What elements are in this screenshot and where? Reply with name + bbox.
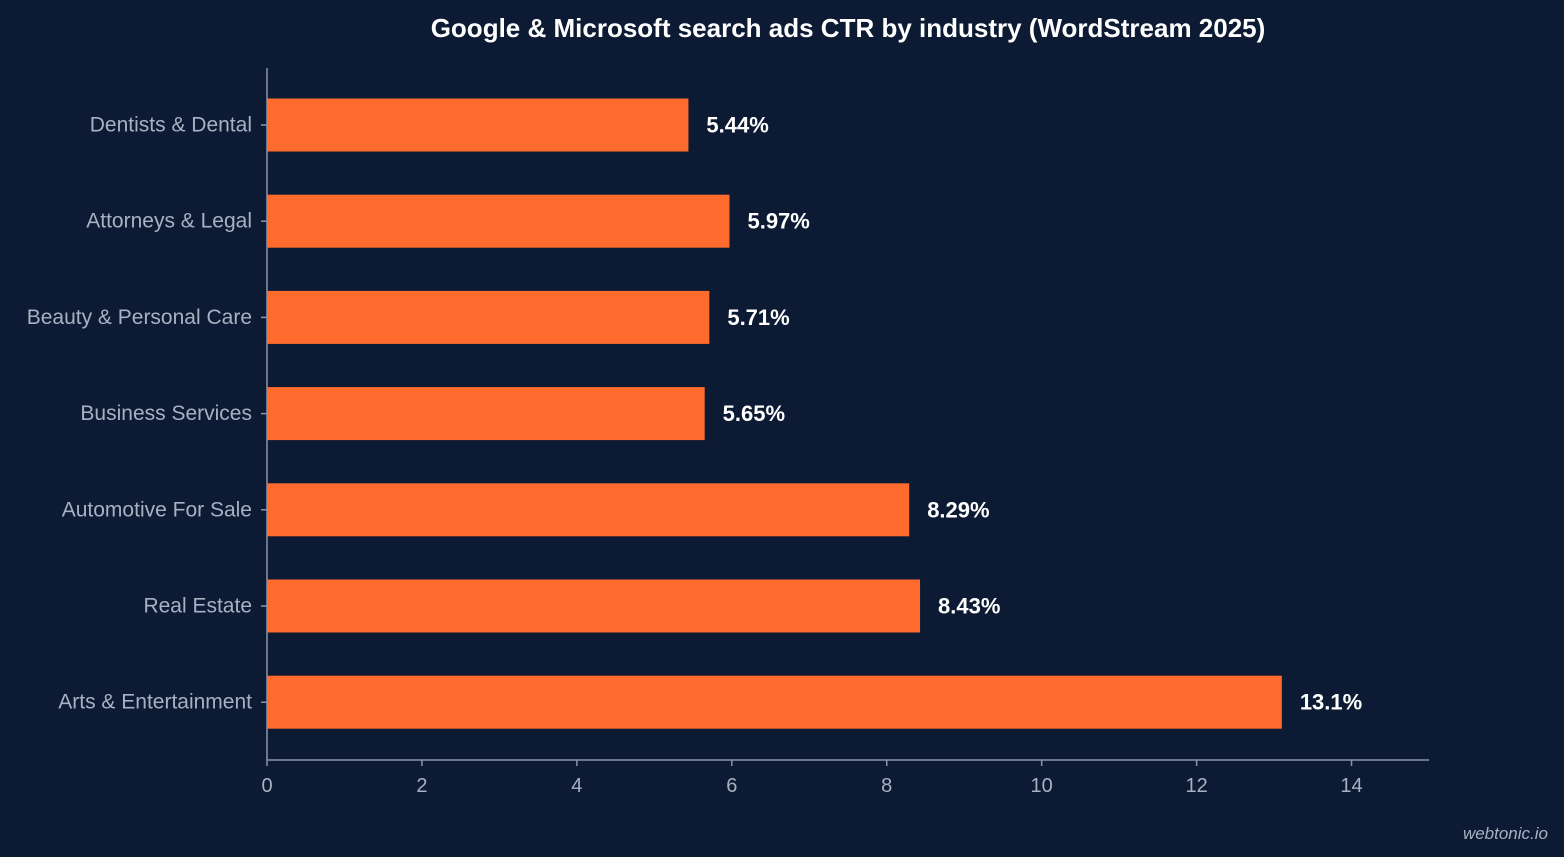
- bar: [267, 194, 730, 248]
- x-tick-label: 2: [416, 775, 427, 797]
- x-tick-label: 12: [1185, 775, 1207, 797]
- value-label: 5.71%: [727, 305, 789, 330]
- value-label: 5.97%: [747, 209, 809, 234]
- bar: [267, 483, 910, 537]
- x-tick-label: 8: [881, 775, 892, 797]
- bar: [267, 98, 689, 152]
- x-tick-label: 14: [1340, 775, 1362, 797]
- chart-title: Google & Microsoft search ads CTR by ind…: [431, 13, 1266, 43]
- x-tick-label: 6: [726, 775, 737, 797]
- category-label: Beauty & Personal Care: [27, 306, 252, 329]
- x-tick-label: 0: [261, 775, 272, 797]
- value-label: 8.29%: [927, 497, 989, 522]
- value-label: 5.65%: [723, 401, 785, 426]
- category-label: Dentists & Dental: [90, 114, 252, 137]
- bar: [267, 387, 705, 441]
- category-label: Real Estate: [143, 595, 252, 618]
- watermark: webtonic.io: [1463, 824, 1548, 843]
- category-label: Business Services: [80, 402, 252, 425]
- category-label: Automotive For Sale: [62, 498, 252, 521]
- axes-layer: Dentists & Dental Attorneys & Legal Beauty…: [27, 68, 1429, 797]
- bar: [267, 675, 1282, 729]
- bar: [267, 290, 710, 344]
- value-label: 5.44%: [706, 113, 768, 138]
- bars-layer: 5.44% 5.97% 5.71% 5.65% 8.29% 8.43% 13.1%: [267, 98, 1362, 729]
- category-label: Arts & Entertainment: [58, 691, 252, 714]
- value-label: 8.43%: [938, 594, 1000, 619]
- x-tick-label: 10: [1031, 775, 1053, 797]
- value-label: 13.1%: [1300, 690, 1362, 715]
- bar: [267, 579, 921, 633]
- x-tick-label: 4: [571, 775, 582, 797]
- category-label: Attorneys & Legal: [86, 210, 252, 233]
